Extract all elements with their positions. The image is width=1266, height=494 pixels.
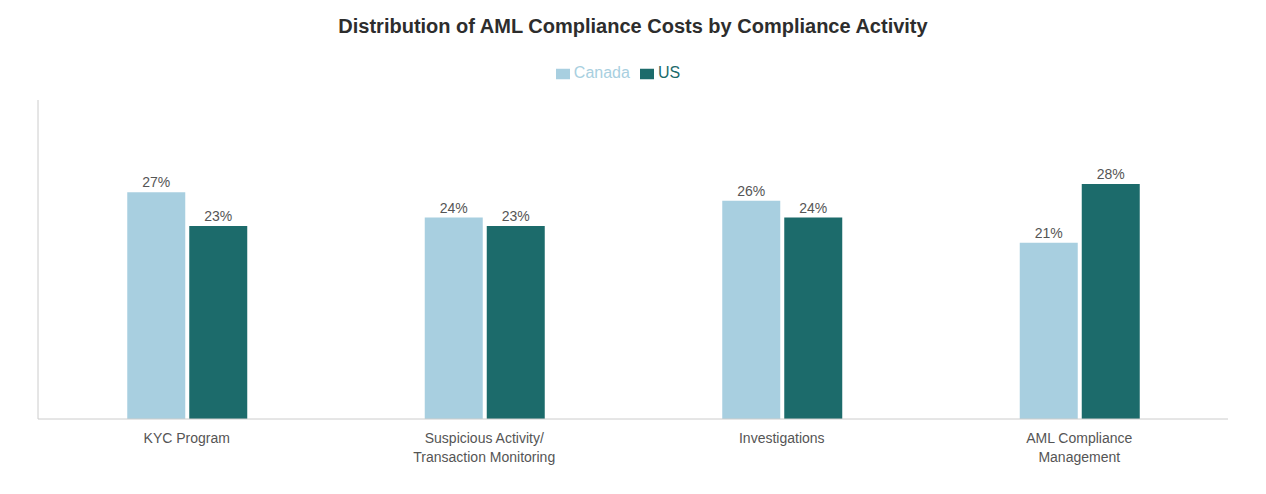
svg-text:27%: 27% — [142, 174, 170, 190]
svg-text:26%: 26% — [737, 183, 765, 199]
svg-text:KYC Program: KYC Program — [144, 430, 230, 446]
svg-text:24%: 24% — [440, 200, 468, 216]
svg-text:24%: 24% — [799, 200, 827, 216]
svg-text:23%: 23% — [502, 208, 530, 224]
svg-text:Investigations: Investigations — [739, 430, 825, 446]
svg-text:21%: 21% — [1035, 225, 1063, 241]
html-text:Distribution of AML Compliance: Distribution of AML Compliance Costs by … — [338, 15, 928, 37]
svg-text:23%: 23% — [204, 208, 232, 224]
html-text:Canada: Canada — [573, 64, 630, 81]
svg-text:28%: 28% — [1097, 166, 1125, 182]
html-text:US: US — [657, 64, 681, 81]
svg-text:Suspicious Activity/Transactio: Suspicious Activity/Transaction Monitori… — [413, 430, 555, 465]
svg-text:AML ComplianceManagement: AML ComplianceManagement — [1026, 430, 1132, 465]
